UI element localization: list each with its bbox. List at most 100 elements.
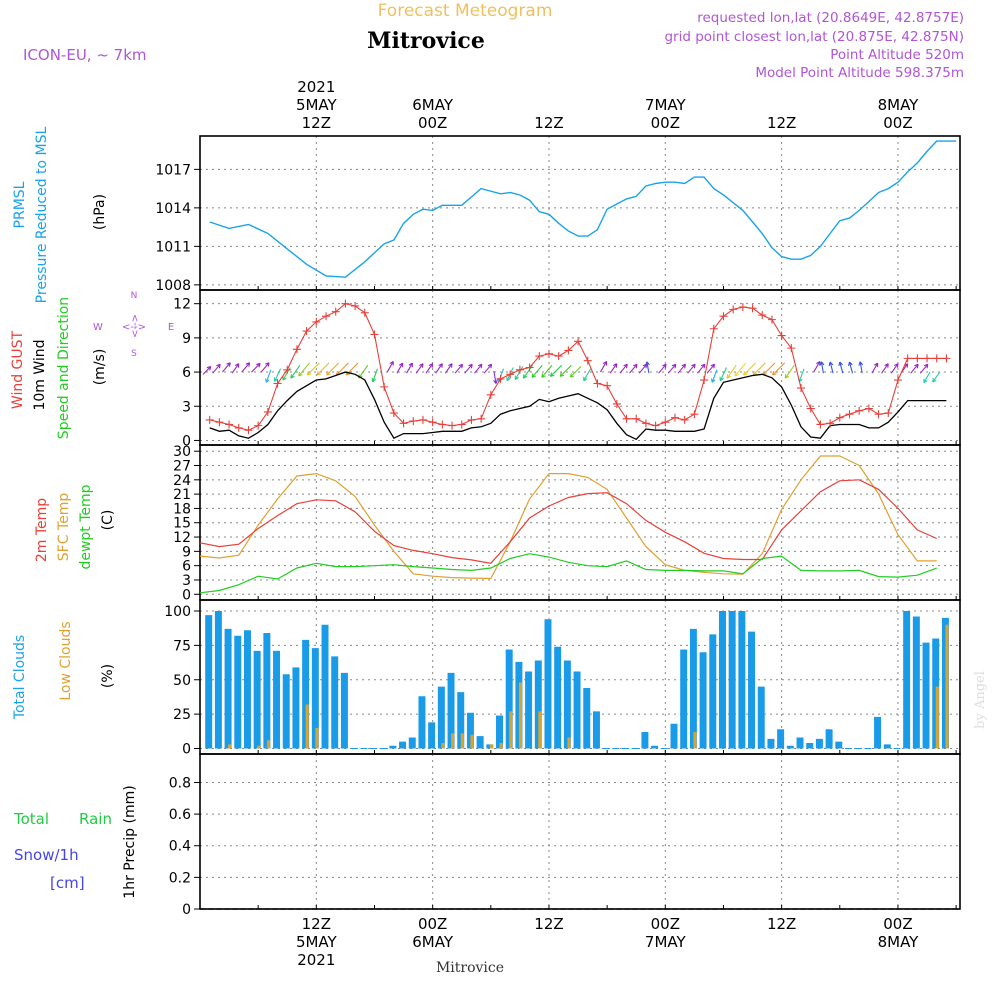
- wind-arrow: [871, 362, 879, 374]
- wind-arrow-head: [873, 362, 878, 366]
- low-cloud-bar: [693, 732, 697, 749]
- wind-arrow: [819, 361, 825, 374]
- compass-south: S: [131, 349, 137, 359]
- gust-marker: [292, 345, 301, 354]
- total-cloud-bar: [205, 615, 213, 749]
- wind-arrow-shaft: [890, 363, 899, 374]
- panel-frame: [199, 135, 961, 291]
- wind-arrow-shaft: [221, 362, 231, 373]
- low-cloud-bar: [228, 744, 232, 749]
- wind-arrow-head: [602, 361, 607, 365]
- gust-marker: [583, 356, 592, 365]
- gust-marker: [506, 370, 515, 379]
- wind-arrow-head: [743, 370, 746, 376]
- total-cloud-bar: [912, 616, 920, 749]
- wind-arrow-shaft: [813, 361, 821, 373]
- gust-marker: [254, 421, 263, 430]
- gust-marker: [554, 352, 563, 361]
- compass-ew-arrows: <-->: [122, 322, 146, 333]
- bottom-axis-label: 7MAY: [645, 933, 687, 951]
- gust-marker: [758, 311, 767, 320]
- wind-arrow: [396, 362, 404, 374]
- app-title: Forecast Meteogram: [378, 1, 553, 21]
- gust-marker: [690, 410, 699, 419]
- wind-arrow-head: [274, 378, 279, 382]
- y-tick-label: 9: [182, 544, 191, 560]
- low-cloud-bar: [470, 734, 474, 749]
- wind-arrow: [734, 362, 747, 377]
- wind-arrow-head: [316, 373, 321, 376]
- wind-arrow: [858, 361, 864, 374]
- y-tick-label: 0: [182, 902, 191, 918]
- gust-marker: [661, 418, 670, 427]
- wind-arrow: [687, 363, 696, 374]
- wind-arrow-shaft: [762, 362, 776, 376]
- wind-arrow-shaft: [619, 363, 628, 374]
- wind-arrow-shaft: [839, 361, 844, 374]
- wind-arrow-head: [245, 362, 250, 365]
- gust-marker: [457, 420, 466, 429]
- wind-arrow: [326, 362, 340, 376]
- wind-arrow: [559, 364, 572, 377]
- low-cloud-bar: [499, 743, 503, 749]
- wind-arrow: [265, 369, 272, 383]
- wind-arrow-head: [849, 361, 853, 366]
- wind-arrow-head: [923, 380, 928, 384]
- total-cloud-bar: [874, 716, 882, 749]
- wind-arrow-head: [691, 363, 696, 367]
- gust-marker: [932, 354, 941, 363]
- wind-arrow: [549, 364, 563, 377]
- wind-arrow: [828, 361, 834, 374]
- total-cloud-bar: [592, 711, 600, 749]
- gust-marker: [564, 346, 573, 355]
- precip-panel-labels: Total Rain Snow/1h [cm] 1hr Precip (mm): [13, 785, 138, 898]
- total-cloud-bar: [418, 696, 426, 749]
- total-cloud-bar: [757, 686, 765, 749]
- total-cloud-bar: [408, 737, 416, 749]
- wind-arrow-head: [487, 363, 492, 367]
- total-cloud-bar: [777, 729, 785, 749]
- wind-arrow-shaft: [629, 363, 638, 374]
- wind-arrow-head: [258, 363, 261, 368]
- total-cloud-bar: [389, 745, 397, 749]
- wind-panel: 0 3 6 9 12: [173, 289, 961, 449]
- compass-north: N: [131, 291, 138, 301]
- footer-location: Mitrovice: [436, 960, 504, 976]
- temp-2m-label: 2m Temp: [34, 498, 50, 562]
- gust-marker: [360, 308, 369, 317]
- wind-arrow-head: [256, 362, 261, 366]
- wind-arrow-shaft: [231, 363, 240, 374]
- total-cloud-bar: [738, 611, 746, 749]
- y-tick-label: 1017: [155, 162, 191, 178]
- wind-arrow: [306, 362, 320, 376]
- wind-arrow-shaft: [550, 364, 563, 377]
- wind-arrow: [890, 363, 899, 374]
- wind-arrow-shaft: [677, 363, 686, 374]
- bottom-axis-label: 00Z: [418, 915, 447, 933]
- wind-arrow-head: [700, 363, 706, 367]
- wind-arrow: [406, 362, 413, 374]
- bottom-axis-label: 12Z: [534, 915, 563, 933]
- gust-marker: [855, 406, 864, 415]
- wind-arrow-head: [858, 361, 861, 366]
- precip-panel: 0 0.2 0.4 0.6 0.8: [169, 753, 961, 918]
- wind-arrow-head: [674, 364, 677, 369]
- wind-arrow-head: [234, 363, 239, 366]
- total-cloud-bar: [728, 611, 736, 749]
- wind-arrow-shaft: [609, 363, 618, 374]
- wind-arrow-head: [290, 375, 295, 379]
- top-axis-label: 5MAY: [296, 96, 338, 114]
- y-tick-label: 1008: [155, 278, 191, 294]
- wind-arrow: [444, 363, 453, 374]
- total-cloud-bar: [922, 642, 930, 749]
- wind-arrow-head: [726, 375, 731, 379]
- pressure-panel-labels: PRMSL Pressure Reduced to MSL (hPa): [12, 126, 108, 303]
- gust-marker: [767, 315, 776, 324]
- wind-arrow-head: [265, 362, 270, 365]
- y-tick-label: 12: [173, 297, 191, 313]
- gust-marker: [671, 413, 679, 422]
- top-axis-label: 8MAY: [878, 96, 920, 114]
- total-cloud-bar: [903, 611, 911, 749]
- gust-marker: [331, 307, 340, 316]
- gust-marker: [612, 399, 621, 408]
